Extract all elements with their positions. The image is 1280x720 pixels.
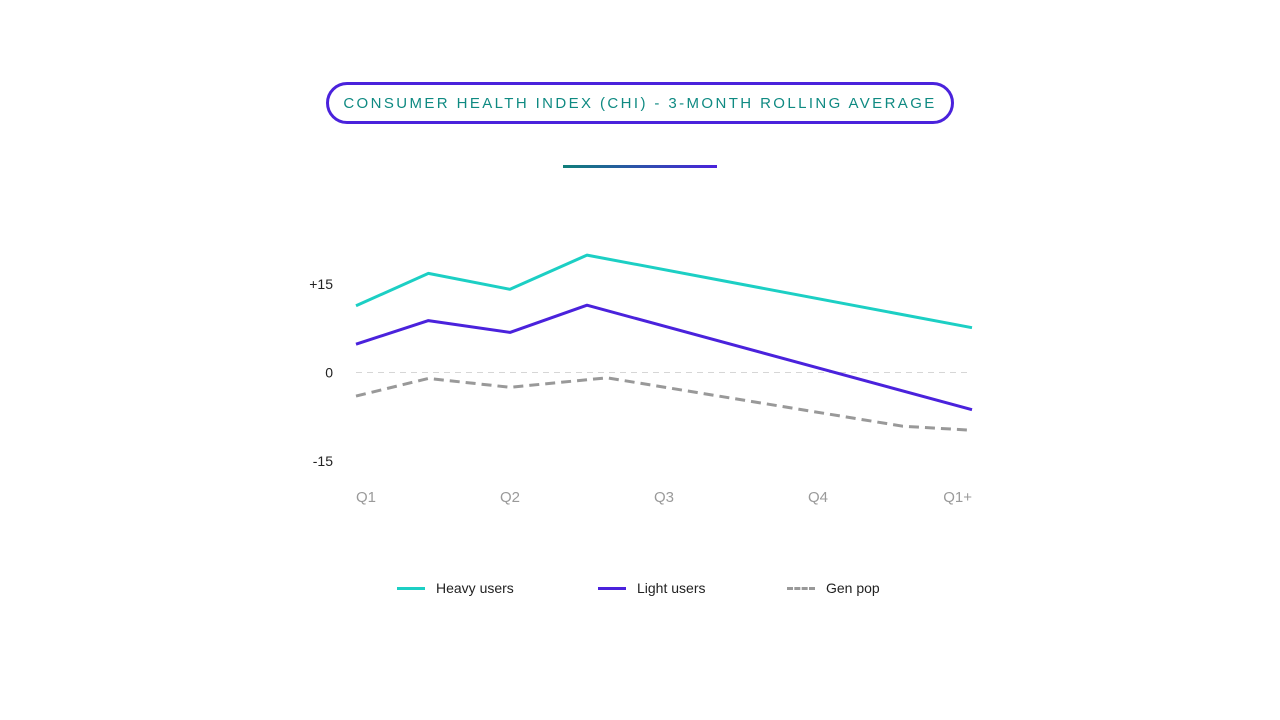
legend-label-gen-pop: Gen pop bbox=[826, 580, 880, 596]
title-accent-rule bbox=[563, 165, 717, 168]
chart-title: CONSUMER HEALTH INDEX (CHI) - 3-MONTH RO… bbox=[326, 82, 954, 124]
y-tick-label: 0 bbox=[325, 365, 333, 381]
series-line-gen-pop bbox=[355, 376, 973, 432]
legend-item-heavy-users: Heavy users bbox=[397, 576, 514, 600]
x-tick-label: Q4 bbox=[808, 489, 828, 506]
series-line-light-users bbox=[355, 303, 973, 412]
legend-item-gen-pop: Gen pop bbox=[787, 576, 880, 600]
legend-label-heavy-users: Heavy users bbox=[436, 580, 514, 596]
legend-item-light-users: Light users bbox=[598, 576, 705, 600]
legend: Heavy users Light users Gen pop bbox=[0, 576, 1280, 600]
x-tick-label: Q2 bbox=[500, 489, 520, 506]
legend-label-light-users: Light users bbox=[637, 580, 706, 596]
legend-swatch-light-users bbox=[598, 586, 626, 590]
x-tick-label: Q3 bbox=[654, 489, 674, 506]
y-tick-label: +15 bbox=[309, 276, 333, 292]
x-tick-label: Q1+ bbox=[943, 489, 972, 506]
y-axis-ticks: +15 0 -15 bbox=[309, 276, 333, 469]
x-tick-label: Q1 bbox=[356, 489, 376, 506]
x-axis-ticks: Q1 Q2 Q3 Q4 Q1+ bbox=[356, 489, 972, 506]
series-lines bbox=[355, 253, 973, 432]
legend-swatch-heavy-users bbox=[397, 586, 425, 590]
legend-swatch-gen-pop bbox=[787, 586, 815, 590]
series-line-heavy-users bbox=[355, 253, 973, 330]
y-tick-label: -15 bbox=[313, 453, 333, 469]
